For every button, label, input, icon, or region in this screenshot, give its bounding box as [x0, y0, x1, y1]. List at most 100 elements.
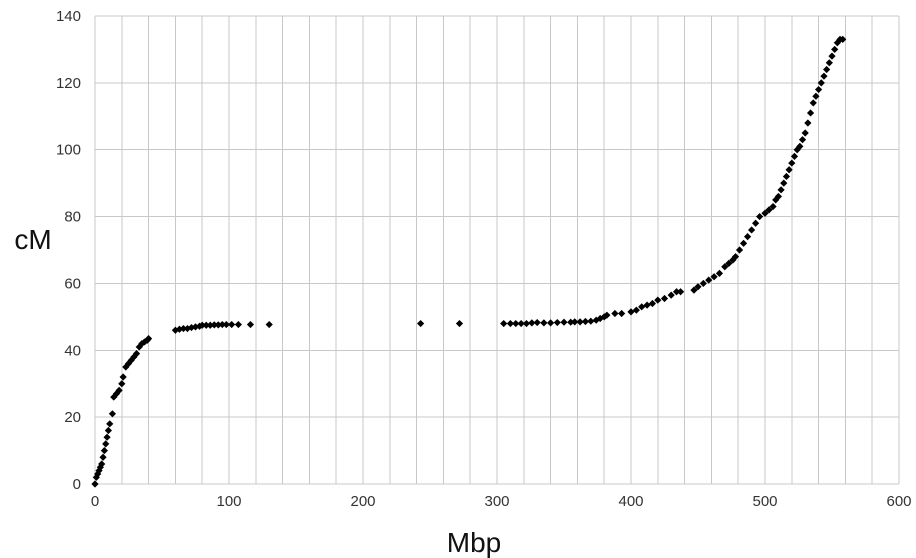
y-tick-label: 20	[64, 409, 81, 426]
data-point	[796, 142, 804, 150]
data-point	[672, 288, 681, 296]
y-tick-label: 60	[64, 275, 81, 292]
data-point	[772, 196, 780, 204]
data-point	[765, 206, 773, 214]
x-tick-labels: 0 100 200 300 400 500 600	[91, 493, 912, 510]
data-point	[571, 318, 579, 326]
data-point	[202, 321, 210, 329]
data-point	[632, 306, 640, 314]
data-point	[654, 296, 662, 304]
data-point	[782, 172, 791, 181]
data-point	[710, 273, 718, 281]
x-tick-label: 100	[216, 493, 241, 510]
data-point	[752, 219, 760, 227]
data-point	[798, 136, 807, 144]
data-point	[611, 309, 619, 318]
data-point	[809, 99, 817, 107]
y-tick-label: 140	[56, 8, 81, 25]
data-point	[690, 286, 698, 294]
data-point	[567, 318, 575, 326]
x-tick-label: 600	[886, 493, 911, 510]
y-axis-title: cM	[14, 224, 51, 255]
data-point	[785, 166, 793, 174]
data-point	[92, 473, 100, 481]
data-point	[603, 311, 611, 319]
data-point	[648, 299, 657, 308]
x-axis-title: Mbp	[447, 527, 501, 558]
data-point	[721, 263, 729, 271]
x-tick-label: 400	[618, 493, 643, 510]
data-point	[592, 316, 600, 324]
data-point	[145, 334, 153, 343]
data-point	[694, 283, 702, 291]
data-point	[748, 226, 756, 234]
data-point	[825, 59, 833, 67]
data-point	[522, 319, 531, 328]
data-point	[667, 291, 675, 299]
data-point	[769, 202, 777, 211]
data-point	[756, 212, 764, 221]
data-point	[228, 320, 236, 329]
y-tick-label: 80	[64, 209, 81, 226]
x-tick-label: 0	[91, 493, 99, 510]
data-point	[581, 317, 590, 326]
data-point	[828, 52, 836, 60]
data-point	[198, 321, 206, 329]
data-point	[528, 319, 536, 327]
data-point	[833, 39, 841, 47]
data-point	[119, 373, 127, 381]
data-point	[806, 109, 815, 117]
data-point	[576, 318, 584, 326]
data-point	[618, 309, 626, 318]
data-point	[506, 319, 514, 328]
data-point	[110, 393, 118, 401]
data-point	[547, 319, 555, 327]
data-point	[187, 323, 196, 332]
data-point	[135, 343, 143, 351]
data-point	[793, 146, 801, 154]
data-point	[725, 259, 733, 267]
data-point	[643, 301, 651, 309]
data-point	[739, 239, 748, 247]
data-point	[560, 318, 568, 326]
data-point	[95, 467, 103, 475]
data-point	[91, 480, 99, 488]
data-point	[823, 65, 831, 74]
data-point	[790, 152, 799, 160]
data-point	[455, 319, 464, 328]
data-point	[780, 179, 788, 187]
data-point	[138, 340, 146, 348]
y-tick-label: 0	[73, 476, 81, 493]
data-point	[206, 321, 214, 329]
data-point	[115, 386, 123, 394]
data-point	[801, 129, 809, 137]
data-point	[179, 324, 188, 333]
data-point	[533, 318, 541, 327]
data-point	[124, 360, 133, 368]
data-point	[831, 45, 839, 54]
data-point	[417, 319, 425, 328]
y-tick-label: 40	[64, 342, 81, 359]
data-point	[234, 320, 242, 329]
data-point	[676, 288, 685, 296]
data-point	[100, 446, 108, 455]
data-point	[210, 321, 218, 329]
data-point	[132, 350, 141, 358]
data-point	[265, 320, 273, 329]
data-point	[500, 319, 508, 328]
x-tick-label: 300	[484, 493, 509, 510]
data-point	[788, 159, 796, 167]
data-point	[715, 269, 724, 277]
data-point	[553, 318, 561, 327]
data-points	[91, 35, 847, 488]
data-point	[102, 440, 110, 448]
data-point	[108, 410, 117, 418]
data-point	[735, 246, 744, 254]
data-point	[104, 426, 112, 435]
data-point	[191, 323, 200, 331]
data-point	[705, 276, 713, 284]
data-point	[812, 92, 820, 100]
data-point	[218, 320, 226, 329]
data-point	[596, 314, 604, 323]
